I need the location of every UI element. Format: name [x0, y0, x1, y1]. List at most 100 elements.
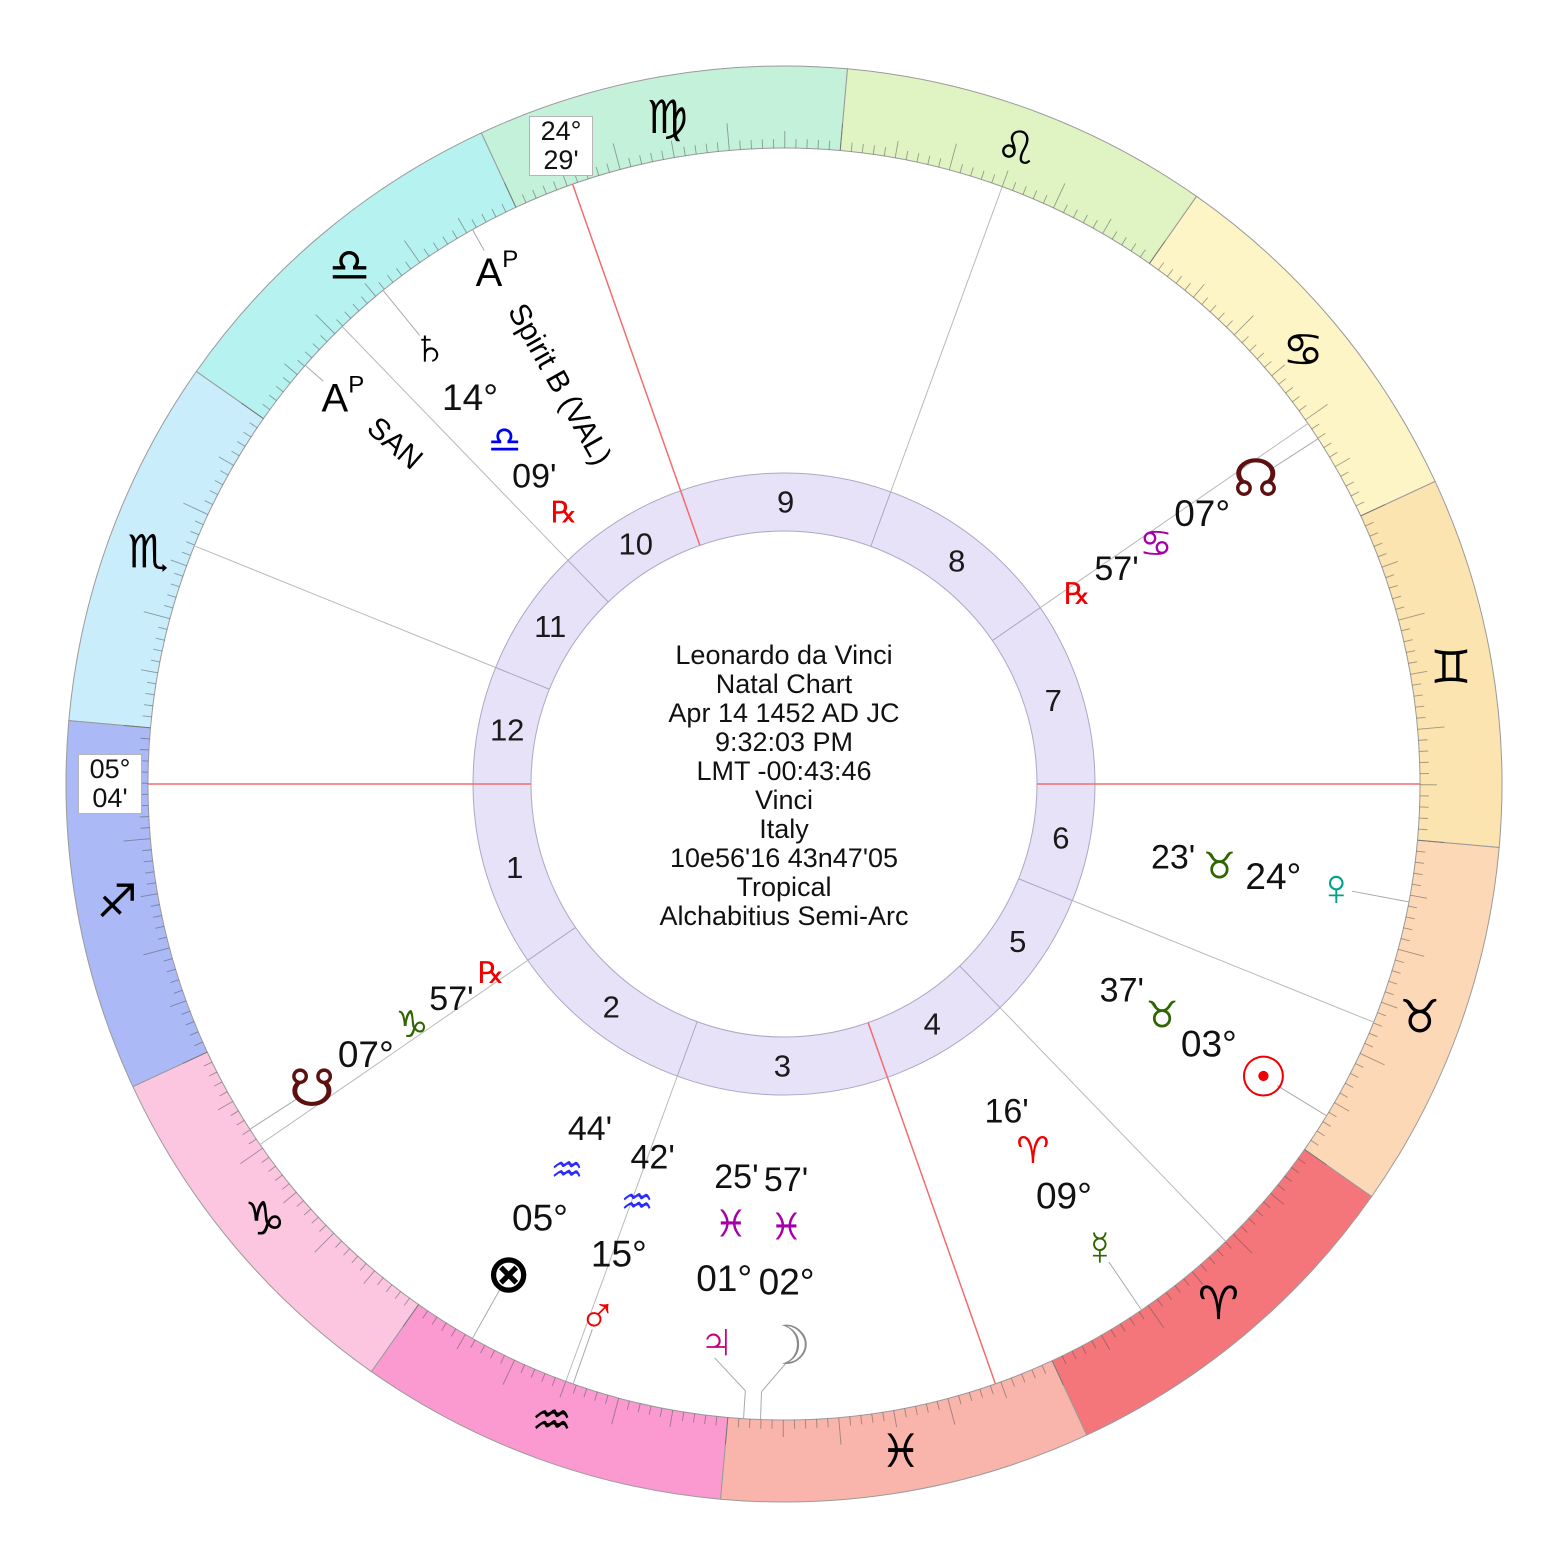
degree-tick [1249, 344, 1257, 352]
degree-tick [1400, 938, 1410, 942]
planet-part-of-fortune: ⊗ 05° ♒44' [486, 1110, 612, 1304]
degree-tick [1278, 378, 1287, 385]
house-number-6: 6 [1052, 820, 1069, 855]
pointer-tick-part-of-fortune [471, 1313, 487, 1339]
degree-tick [551, 1377, 556, 1387]
degree-tick [170, 583, 180, 588]
degree-tick [1224, 1241, 1232, 1249]
degree-tick [169, 1000, 187, 1008]
degree-tick [1311, 423, 1320, 430]
house-ring-division-5 [959, 965, 1001, 1009]
degree-tick [1334, 1102, 1350, 1112]
degree-tick [669, 1410, 674, 1428]
degree-tick [140, 737, 150, 740]
sign-glyph-aquarius: ♒ [531, 1394, 572, 1446]
degree-tick [186, 541, 195, 546]
degree-tick [217, 1100, 234, 1111]
degree-tick [1418, 739, 1428, 741]
pointer-venus [1351, 890, 1382, 898]
degree-tick [432, 242, 439, 251]
degree-tick [521, 194, 527, 203]
degree-tick [296, 1200, 304, 1207]
jupiter-degree: 01° [696, 1258, 752, 1299]
degree-tick [274, 1174, 283, 1181]
chart-city: Vinci [754, 785, 814, 815]
degree-tick [1381, 1001, 1398, 1009]
venus-sign-glyph: ♉ [1203, 846, 1236, 887]
planet-south-node: ☋07°♑57'℞ [289, 957, 504, 1118]
degree-tick [661, 150, 664, 160]
degree-tick [314, 1232, 335, 1253]
degree-tick [1232, 1233, 1253, 1254]
house-cusp-line-5 [999, 1007, 1227, 1242]
north-node-degree: 07° [1174, 493, 1230, 534]
degree-tick [504, 182, 517, 208]
degree-tick [1408, 905, 1418, 909]
degree-tick [303, 1208, 312, 1216]
degree-tick [471, 219, 477, 228]
degree-tick [1277, 1184, 1286, 1191]
sign-glyph-virgo: ♍ [647, 91, 688, 143]
degree-tick [344, 311, 352, 319]
degree-tick [693, 1413, 696, 1423]
degree-tick [1031, 1369, 1036, 1379]
south-node-degree: 07° [338, 1034, 394, 1075]
degree-tick [1355, 501, 1365, 507]
degree-ticks [123, 123, 1445, 1445]
degree-tick [123, 724, 151, 729]
degree-tick [715, 1416, 718, 1426]
degree-tick [387, 274, 394, 283]
pointer-tick-mercury [1125, 1286, 1142, 1311]
degree-tick [1340, 471, 1349, 477]
degree-tick [970, 167, 974, 177]
degree-tick [893, 1410, 898, 1428]
degree-tick [501, 203, 507, 213]
degree-tick [872, 145, 875, 155]
degree-tick [351, 1255, 359, 1264]
south-node-glyph: ☋ [289, 1060, 335, 1118]
degree-tick [452, 230, 458, 239]
degree-tick [583, 1388, 588, 1398]
degree-tick [980, 170, 985, 180]
degree-tick [1417, 839, 1445, 844]
degree-tick [737, 1418, 740, 1428]
pointer-tick-jupiter [743, 1390, 746, 1419]
degree-tick [1292, 396, 1300, 403]
part-of-fortune-glyph: ⊗ [486, 1244, 531, 1304]
degree-tick [1001, 170, 1009, 187]
degree-tick [1138, 1311, 1145, 1320]
chart-house-system: Alchabitius Semi-Arc [659, 901, 909, 931]
mc-degree-label: 24° 29' [529, 116, 593, 176]
degree-tick [249, 422, 258, 429]
degree-tick [1365, 521, 1374, 527]
degree-tick [1403, 927, 1413, 931]
degree-tick [1063, 204, 1068, 213]
degree-tick [385, 1284, 393, 1293]
planets: ♄14°♎09'℞☊07°♋57'℞♀24°♉23'☉03°♉37'☿09°♈1… [289, 319, 1356, 1376]
chart-coords: 10e56'16 43n47'05 [669, 843, 899, 873]
degree-tick [905, 150, 909, 160]
degree-tick [185, 1021, 195, 1026]
degree-tick [683, 146, 686, 156]
degree-tick [457, 217, 468, 234]
planet-jupiter: ♃ 01° ♓ 25' [696, 1158, 758, 1371]
sign-glyph-cancer: ♋ [1282, 323, 1323, 375]
degree-tick [181, 1010, 191, 1015]
degree-tick [606, 163, 610, 173]
degree-tick [1405, 916, 1415, 920]
degree-tick [480, 1344, 486, 1354]
degree-tick [882, 1412, 885, 1422]
chart-time: 9:32:03 PM [714, 727, 854, 757]
degree-tick [716, 142, 719, 152]
degree-tick [143, 947, 170, 956]
degree-tick [1032, 190, 1038, 200]
north-node-sign-glyph: ♋ [1139, 523, 1172, 564]
degree-tick [394, 1291, 402, 1299]
degree-tick [142, 849, 152, 852]
planet-pointers [249, 290, 1410, 1420]
degree-tick [275, 385, 284, 393]
south-node-minute: 57' [429, 980, 473, 1018]
degree-tick [194, 1041, 203, 1047]
degree-tick [1241, 336, 1249, 344]
